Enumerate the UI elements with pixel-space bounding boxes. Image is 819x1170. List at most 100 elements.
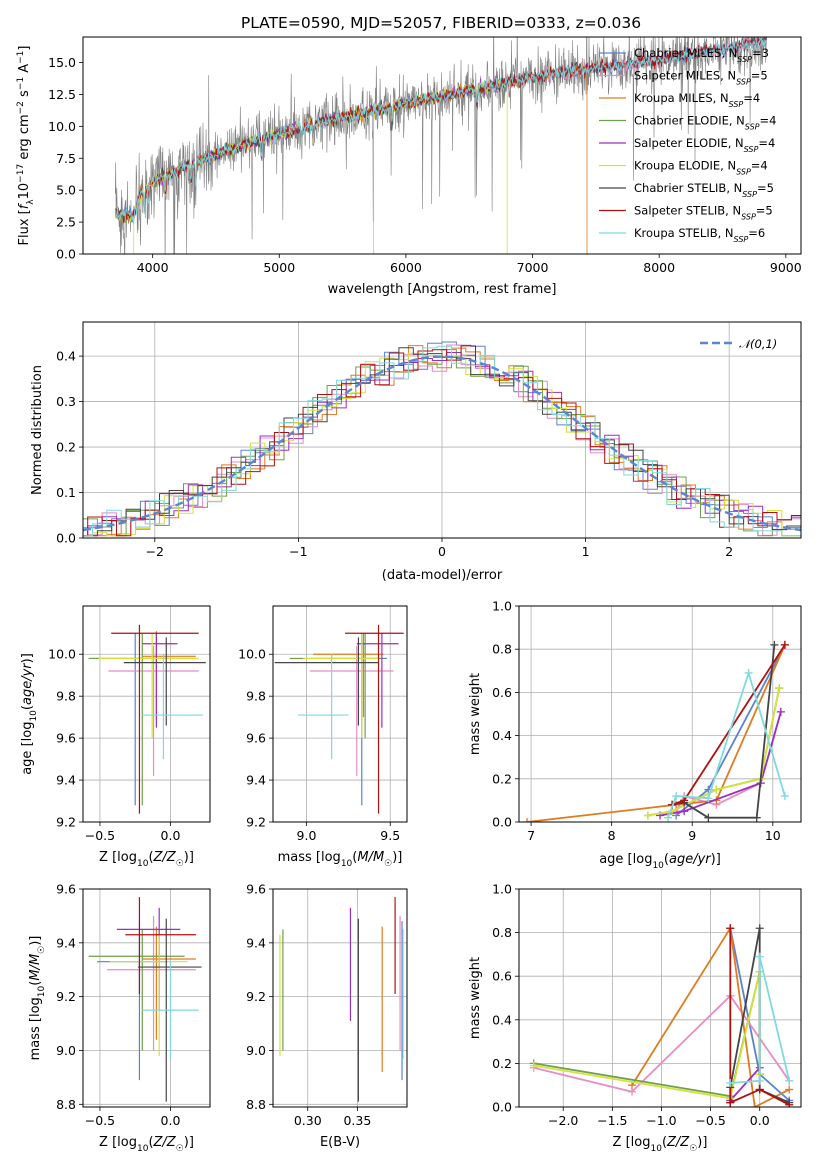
y-tick-label: 8.8 [56, 1097, 76, 1112]
plot-area-spectrum [114, 37, 768, 254]
label-part: ☉ [176, 859, 184, 869]
y-tick-label: 10.0 [48, 647, 76, 662]
series-salpeter-stelib [726, 924, 794, 1107]
legend-text: Chabrier STELIB, N [634, 181, 742, 195]
errorbar-point [142, 633, 178, 728]
label-part: age/yr [20, 662, 35, 705]
label-part: 10 [341, 859, 353, 869]
label-part: age [log [599, 852, 652, 867]
x-tick-label: −0.5 [85, 828, 115, 843]
x-tick-label: 0.0 [161, 828, 181, 843]
y-tick-label: 0.0 [492, 815, 512, 830]
legend-n: =3 [752, 46, 769, 60]
legend-sub: SSP [737, 55, 752, 64]
plot-area-age_vs_mass [274, 624, 404, 814]
legend-n: =4 [743, 91, 760, 105]
legend-label: Kroupa MILES, NSSP=4 [634, 91, 760, 109]
y-tick-label: 9.4 [56, 773, 76, 788]
series-marker [744, 668, 753, 677]
legend-n: =6 [748, 226, 765, 240]
series-marker [755, 1076, 764, 1085]
axes-frame-age_vs_mass [272, 605, 408, 823]
y-axis-label: Normed distribution [30, 365, 45, 495]
y-tick-label: 9.6 [56, 731, 76, 746]
y-tick-label: 0.8 [492, 925, 512, 940]
panel-spectrum: 4000 5000 6000 7000 8000 9000 0.0 2.5 5.0 7.5 10.0… [16, 36, 802, 297]
hist-chabrier-miles [83, 341, 801, 537]
x-tick-label: 8000 [643, 260, 675, 275]
legend-n: =5 [756, 204, 773, 218]
x-tick-label: 7000 [517, 260, 549, 275]
y-tick-label: 9.4 [56, 935, 76, 950]
y-axis-label: age [log10(age/yr)] [20, 653, 39, 775]
series-line [729, 1067, 761, 1102]
label-part: M/M [28, 954, 43, 981]
label-part: mass [log [28, 997, 43, 1060]
y-tick-label: 1.0 [492, 882, 512, 897]
legend-sub: SSP [741, 212, 756, 221]
errorbar-point [106, 915, 196, 1051]
axes-frame-weight_vs_age [518, 605, 802, 823]
y-tick-label: 9.2 [246, 989, 266, 1004]
y-tick-label: 9.6 [246, 882, 266, 897]
errorbar-point [356, 633, 399, 728]
y-tick-label: 9.4 [246, 773, 266, 788]
label-part: 10 [137, 1144, 149, 1154]
legend-sub: SSP [736, 167, 751, 176]
y-tick-label: 0.8 [492, 642, 512, 657]
x-tick-label: 4000 [137, 260, 169, 275]
y-tick-label: 9.2 [246, 815, 266, 830]
legend-sub: SSP [742, 190, 757, 199]
series-marker [529, 1061, 538, 1070]
errorbar-point [108, 645, 199, 776]
series-marker [755, 952, 764, 961]
series-marker [785, 1100, 794, 1107]
legend-sub: SSP [745, 122, 760, 131]
label-part: Normed distribution [30, 365, 45, 495]
label-part: ( [148, 1135, 153, 1150]
x-tick-label: 9.0 [297, 828, 317, 843]
series-marker [712, 785, 721, 794]
series-marker [780, 640, 789, 649]
hist-kroupa-stelib [83, 345, 801, 537]
y-tick-label: 0.6 [492, 685, 512, 700]
y-tick-label: 0.6 [492, 969, 512, 984]
legend: 𝒩(0,1) [700, 337, 777, 351]
errorbar-point [345, 624, 404, 814]
x-tick-label: 0.0 [750, 1113, 770, 1128]
y-tick-label: 2.5 [56, 215, 76, 230]
errorbar-point [111, 624, 199, 814]
legend-label: Salpeter STELIB, NSSP=5 [634, 204, 773, 222]
legend-n: =4 [760, 114, 777, 128]
y-tick-label: 9.2 [56, 815, 76, 830]
label-part: ☉ [689, 1144, 697, 1154]
x-axis-label: age [log10(age/yr)] [599, 852, 721, 871]
label-part: 10 [17, 183, 32, 200]
x-tick-label: 10 [765, 828, 781, 843]
y-tick-label: 9.6 [56, 882, 76, 897]
label-part: s [17, 90, 32, 101]
axes-frame-mass_vs_EBV [272, 888, 408, 1108]
label-part: ☉ [37, 946, 47, 954]
y-axis-label: mass [log10(M/M☉)] [28, 936, 47, 1061]
series-marker [704, 813, 713, 822]
errorbar-point [142, 926, 196, 1040]
y-tick-label: 12.5 [48, 87, 76, 102]
series-marker [755, 1085, 764, 1094]
x-axis-label: (data-model)/error [382, 568, 503, 583]
x-axis-label: wavelength [Angstrom, rest frame] [328, 282, 557, 297]
x-tick-label: 9 [688, 828, 696, 843]
legend-sub: SSP [729, 100, 744, 109]
label-part: (data-model)/error [382, 568, 503, 583]
panel-age_vs_mass: 9.0 9.5 9.2 9.4 9.6 9.8 10.0 mass [log10(M/M☉)] [238, 605, 408, 869]
x-axis-label: Z [log10(Z/Z☉)] [613, 1135, 708, 1154]
x-tick-label: −2.0 [548, 1113, 578, 1128]
legend-text: Chabrier ELODIE, N [634, 114, 745, 128]
axes-frame-mass_vs_Z [82, 888, 211, 1108]
errorbar-point [142, 654, 203, 760]
legend-label: Kroupa STELIB, NSSP=6 [634, 226, 765, 244]
x-tick-label: −0.5 [695, 1113, 725, 1128]
errorbar-point [88, 929, 185, 1051]
